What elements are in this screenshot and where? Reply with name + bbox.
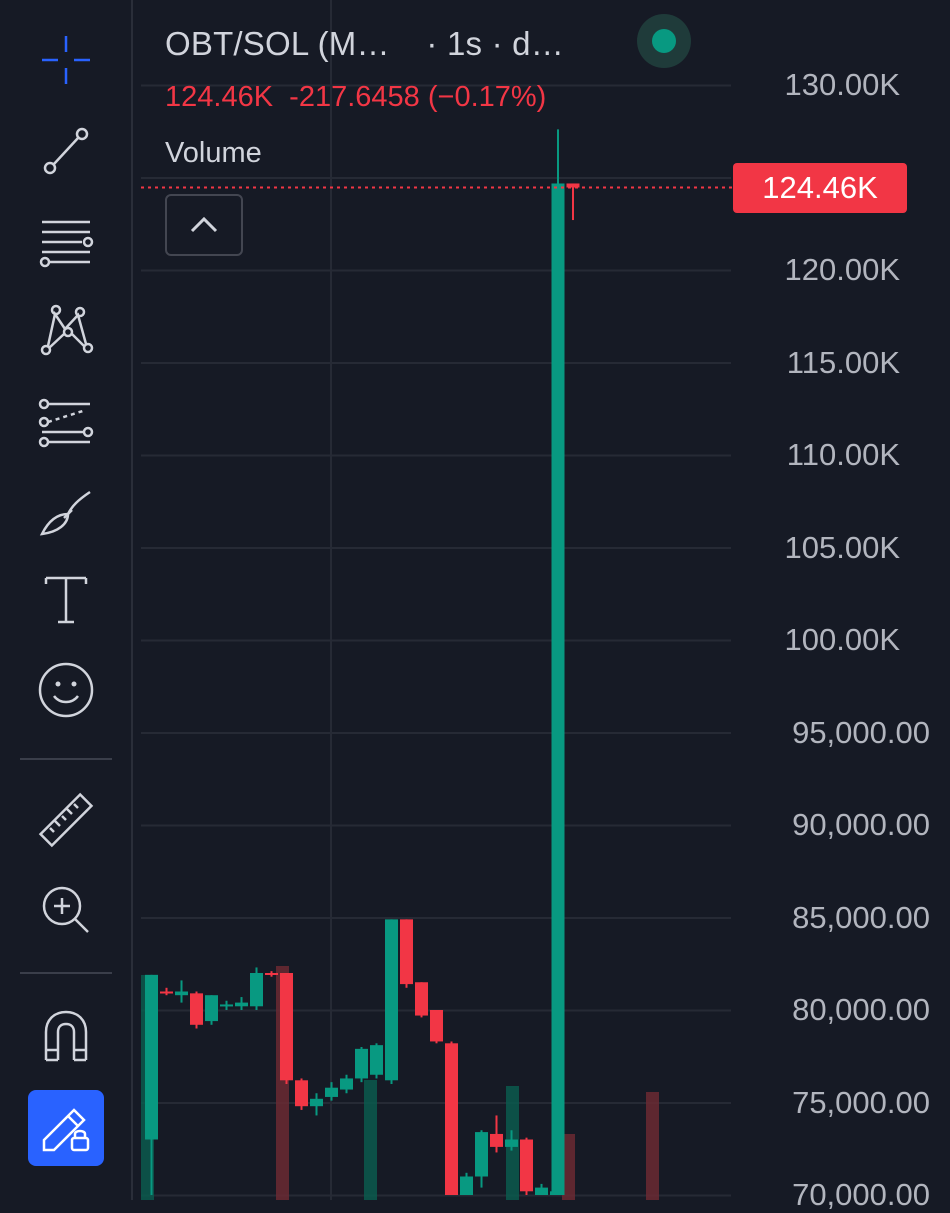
symbol-title[interactable]: OBT/SOL (M… · 1s · d… (165, 25, 564, 63)
candle-body (535, 1187, 548, 1195)
chart-legend[interactable]: OBT/SOL (M… · 1s · d… (165, 22, 564, 66)
candle-body (460, 1176, 473, 1195)
candle-body (280, 973, 293, 1081)
candle-body (265, 973, 278, 975)
candle-body (551, 183, 565, 1196)
crosshair-icon[interactable] (22, 22, 110, 98)
candle-body (310, 1098, 323, 1107)
candle-body (295, 1080, 308, 1107)
symbol-name: OBT/SOL (M… (165, 25, 390, 62)
chart-pane[interactable] (141, 0, 950, 1200)
drawing-toolbar (0, 0, 133, 1200)
candle-body (505, 1139, 518, 1147)
candle-body (430, 1010, 443, 1042)
toolbar-separator (20, 972, 112, 974)
collapse-legend-button[interactable] (165, 194, 243, 256)
chevron-up-icon (190, 216, 218, 233)
market-status-icon[interactable] (637, 14, 691, 68)
price-change: -217.6458 (289, 81, 420, 113)
volume-bar (364, 1080, 377, 1200)
price-axis-label: 110.00K (786, 437, 900, 472)
candlestick-chart[interactable] (141, 0, 950, 1200)
candle-body (160, 991, 173, 994)
emoji-icon[interactable] (22, 652, 110, 728)
lock-drawings-icon[interactable] (28, 1090, 104, 1166)
price-axis-label: 115.00K (786, 344, 900, 380)
volume-bar (646, 1092, 659, 1200)
volume-bar (562, 1134, 575, 1200)
brush-icon[interactable] (22, 472, 110, 548)
price-change-percent: (−0.17%) (427, 81, 547, 113)
current-price-label: 124.46K (733, 163, 907, 213)
candle-body (235, 1002, 248, 1007)
price-quote: 124.46K -217.6458 (−0.17%) (165, 81, 546, 114)
candle-body (490, 1133, 503, 1147)
trend-line-icon[interactable] (22, 112, 110, 188)
candle-body (385, 919, 398, 1081)
candle-body (220, 1004, 233, 1007)
price-axis-label: 85,000.00 (792, 899, 930, 935)
pattern-icon[interactable] (22, 292, 110, 368)
candle-body (175, 991, 188, 996)
price-axis-label: 100.00K (784, 622, 901, 657)
price-axis-label: 75,000.00 (792, 1084, 930, 1120)
horizontal-lines-icon[interactable] (22, 202, 110, 278)
interval-label: · 1s · d… (426, 25, 564, 62)
price-axis-label: 105.00K (784, 529, 901, 565)
candle-body (400, 919, 413, 985)
ruler-icon[interactable] (22, 782, 110, 858)
candle-body (205, 995, 218, 1022)
candle-body (145, 974, 158, 1140)
price-axis-label: 130.00K (784, 67, 901, 102)
price-axis-label: 95,000.00 (792, 714, 930, 750)
candle-body (415, 982, 428, 1016)
candle-body (475, 1132, 488, 1177)
text-icon[interactable] (22, 562, 110, 638)
candle-body (325, 1087, 338, 1097)
volume-indicator-label[interactable]: Volume (165, 137, 262, 169)
candle-body (520, 1139, 533, 1192)
candle-body (370, 1045, 383, 1075)
candle-body (355, 1048, 368, 1079)
zoom-in-icon[interactable] (22, 872, 110, 948)
candle-body (445, 1043, 458, 1195)
candle-body (250, 973, 263, 1007)
toolbar-separator (20, 758, 112, 760)
price-axis-label: 80,000.00 (792, 992, 930, 1027)
candle-body (340, 1078, 353, 1090)
price-axis-label: 70,000.00 (792, 1177, 930, 1212)
magnet-icon[interactable] (22, 996, 110, 1072)
candle-body (566, 183, 580, 188)
price-axis-label: 120.00K (784, 252, 901, 287)
candle-body (190, 993, 203, 1025)
projection-icon[interactable] (22, 382, 110, 458)
last-price: 124.46K (165, 81, 274, 113)
price-axis-label: 90,000.00 (792, 807, 930, 842)
